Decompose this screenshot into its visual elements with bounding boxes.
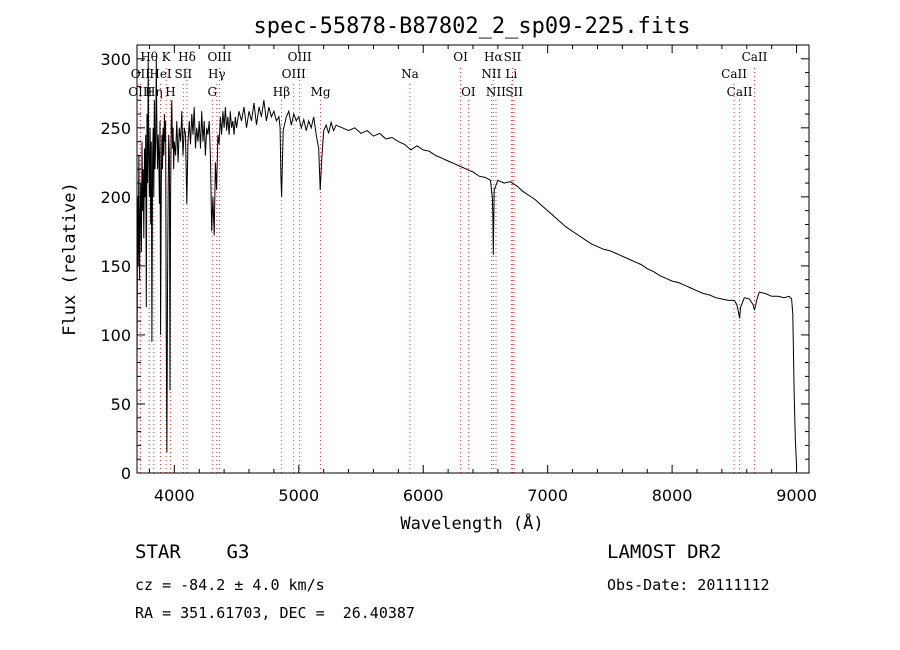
x-tick-label: 8000	[652, 486, 693, 505]
line-label: Hη	[145, 85, 163, 99]
x-tick-label: 6000	[403, 486, 444, 505]
y-axis: 0 50 100 150 200 250 300	[100, 50, 809, 483]
line-label: NII	[481, 67, 501, 81]
line-label: Li	[505, 67, 517, 81]
line-label: SII	[504, 50, 522, 64]
y-tick-label: 150	[100, 257, 131, 276]
spectrum-line	[136, 58, 798, 467]
line-label: OIII	[207, 50, 231, 64]
plot-frame	[136, 44, 810, 474]
x-tick-label: 7000	[527, 486, 568, 505]
y-axis-label: Flux (relative)	[60, 182, 80, 336]
line-label: Hγ	[208, 67, 226, 81]
line-label: HeI	[149, 67, 172, 81]
line-label: CaII	[727, 85, 753, 99]
line-label: Mg	[311, 85, 331, 99]
line-label: K	[162, 50, 172, 64]
x-tick-label: 5000	[278, 486, 319, 505]
chart-title: spec-55878-B87802_2_sp09-225.fits	[253, 14, 690, 39]
x-axis-label: Wavelength (Å)	[400, 512, 543, 534]
line-label: OI	[461, 85, 476, 99]
y-tick-label: 50	[111, 395, 131, 414]
spectrum-series	[136, 58, 798, 467]
y-tick-label: 250	[100, 119, 131, 138]
line-label: Hδ	[178, 50, 196, 64]
line-label: CaII	[721, 67, 747, 81]
x-tick-label: 4000	[154, 486, 195, 505]
line-label: Hα	[484, 50, 503, 64]
line-label: SII	[505, 85, 523, 99]
x-tick-label: 9000	[776, 486, 817, 505]
y-tick-label: 200	[100, 188, 131, 207]
coordinates: RA = 351.61703, DEC = 26.40387	[135, 604, 415, 622]
line-label: OII	[131, 67, 151, 81]
object-classification: STAR G3	[135, 541, 250, 563]
line-label: Hθ	[140, 50, 158, 64]
line-label: OIII	[288, 50, 312, 64]
line-label: H	[165, 85, 175, 99]
line-label: G	[207, 85, 217, 99]
y-tick-label: 100	[100, 326, 131, 345]
x-axis: 4000 5000 6000 7000 8000 9000	[148, 45, 817, 505]
line-label: Hβ	[273, 85, 290, 99]
line-label: NII	[486, 85, 506, 99]
line-label: OI	[453, 50, 468, 64]
y-tick-label: 300	[100, 50, 131, 69]
line-label: OIII	[282, 67, 306, 81]
line-label: OIII	[128, 85, 152, 99]
line-label: CaII	[742, 50, 768, 64]
line-label: Na	[401, 67, 419, 81]
observation-date: Obs-Date: 20111112	[607, 576, 770, 594]
survey-name: LAMOST DR2	[607, 541, 722, 563]
line-label: SII	[174, 67, 192, 81]
redshift-velocity: cz = -84.2 ± 4.0 km/s	[135, 576, 325, 594]
y-tick-label: 0	[121, 464, 131, 483]
